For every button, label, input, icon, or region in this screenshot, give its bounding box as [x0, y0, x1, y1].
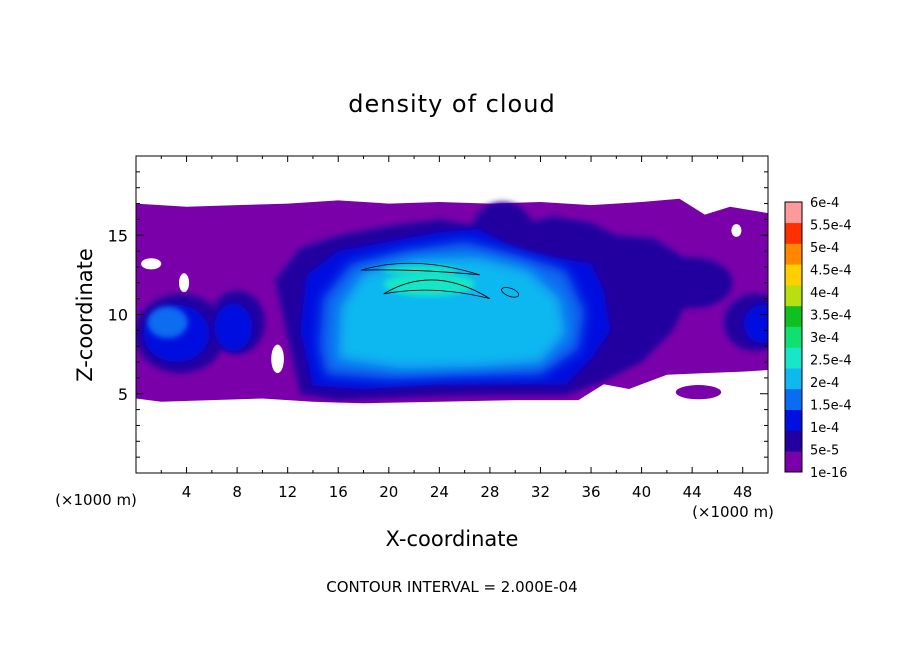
colorbar-swatch	[785, 388, 802, 410]
density-level-4-region	[338, 257, 566, 369]
colorbar-swatch	[785, 243, 802, 265]
x-unit-label-right: (×1000 m)	[692, 503, 774, 521]
colorbar-swatch	[785, 368, 802, 390]
colorbar-label: 5e-5	[810, 444, 839, 459]
field-gap	[271, 344, 284, 374]
colorbar-label: 1e-4	[810, 421, 839, 436]
x-tick-label: 24	[430, 483, 449, 501]
x-tick-label: 44	[683, 483, 702, 501]
colorbar-swatch	[785, 285, 802, 307]
colorbar-swatch	[785, 326, 802, 348]
density-level-2-left	[214, 303, 253, 351]
density-level-2-right	[743, 304, 768, 344]
colorbar-label: 6e-4	[810, 196, 839, 211]
x-tick-label: 28	[480, 483, 499, 501]
field-gap	[178, 273, 190, 293]
x-tick-label: 8	[232, 483, 242, 501]
density-level-1-right	[651, 257, 733, 309]
field-gap	[141, 258, 162, 270]
colorbar-swatch	[785, 305, 802, 327]
y-axis: 5 10 15	[108, 171, 768, 458]
density-level-3-left	[147, 306, 188, 339]
density-level-5-max	[382, 265, 459, 275]
colorbar-swatch	[785, 264, 802, 286]
colorbar-swatch	[785, 347, 802, 369]
density-level-5-max	[383, 272, 475, 297]
colorbar-label: 2e-4	[810, 376, 839, 391]
x-axis: 4 8 12 16 20 24 28 32 36 40 44 48	[160, 156, 752, 501]
colorbar-swatch	[785, 202, 802, 224]
colorbar-swatch	[785, 222, 802, 244]
colorbar-frame	[784, 201, 803, 473]
x-axis-label: X-coordinate	[386, 527, 519, 551]
field-gap	[731, 224, 742, 237]
x-tick-label: 16	[329, 483, 348, 501]
contour-interval-note: CONTOUR INTERVAL = 2.000E-04	[326, 578, 577, 596]
colorbar-label: 1e-16	[810, 466, 848, 481]
contour-line	[383, 279, 491, 300]
x-tick-label: 12	[278, 483, 297, 501]
x-tick-label: 40	[632, 483, 651, 501]
colorbar-label: 4e-4	[810, 286, 839, 301]
colorbar-swatch	[785, 430, 802, 452]
colorbar-label: 3e-4	[810, 331, 839, 346]
colorbar-swatch	[785, 409, 802, 431]
chart-title: density of cloud	[348, 90, 555, 118]
x-tick-label: 36	[581, 483, 600, 501]
density-field	[136, 198, 768, 404]
y-tick-label: 5	[118, 385, 128, 404]
contour-line	[501, 287, 520, 298]
colorbar-label: 2.5e-4	[810, 354, 852, 369]
colorbar-label: 1.5e-4	[810, 399, 852, 414]
colorbar-label: 3.5e-4	[810, 309, 852, 324]
y-axis-label: Z-coordinate	[73, 248, 97, 382]
y-tick-label: 10	[108, 306, 128, 325]
contour-line	[360, 262, 480, 276]
x-tick-label: 20	[379, 483, 398, 501]
x-tick-label: 4	[182, 483, 192, 501]
colorbar-label: 5e-4	[810, 241, 839, 256]
x-unit-label-left: (×1000 m)	[55, 491, 137, 509]
density-level-0-blob	[675, 385, 722, 400]
x-tick-label: 32	[531, 483, 550, 501]
y-tick-label: 15	[108, 226, 128, 245]
x-tick-label: 48	[733, 483, 752, 501]
colorbar: 1e-16 5e-5 1e-4 1.5e-4 2e-4 2.5e-4 3e-4 3.5e-4 4…	[784, 196, 852, 481]
colorbar-label: 5.5e-4	[810, 219, 852, 234]
colorbar-swatch	[785, 451, 802, 473]
colorbar-label: 4.5e-4	[810, 264, 852, 279]
